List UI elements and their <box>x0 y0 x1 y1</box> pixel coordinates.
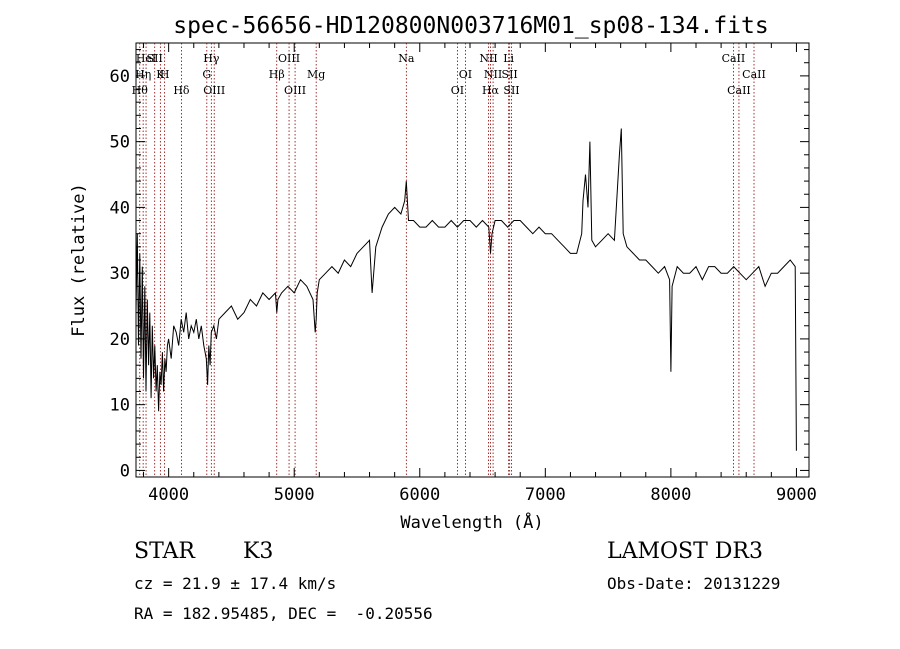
line-marker-label-12: OIII <box>284 84 306 97</box>
line-marker-label-19: NII <box>484 68 502 81</box>
chart-title: spec-56656-HD120800N003716M01_sp08-134.f… <box>173 13 768 39</box>
emission-line-markers <box>139 43 755 477</box>
y-tick-label-6: 60 <box>110 67 130 87</box>
y-tick-label-0: 0 <box>120 461 130 481</box>
line-marker-label-11: OIII <box>278 52 300 65</box>
line-marker-label-24: CaII <box>727 84 751 97</box>
emission-line-labels: HθHηHeISIIKHHδGHγOIIIHβOIIIOIIIMgNaOIOIN… <box>132 52 766 97</box>
line-marker-label-23: CaII <box>722 52 746 65</box>
coordinates-readout: RA = 182.95485, DEC = -0.20556 <box>134 604 433 623</box>
object-subclass: K3 <box>243 539 274 564</box>
line-marker-label-25: CaII <box>742 68 766 81</box>
line-marker-label-15: OI <box>451 84 464 97</box>
line-marker-label-5: H <box>160 68 170 81</box>
observation-date: Obs-Date: 20131229 <box>607 574 781 593</box>
y-tick-label-2: 20 <box>110 330 130 350</box>
line-marker-label-21: SII <box>502 68 518 81</box>
x-axis-label: Wavelength (Å) <box>400 511 543 533</box>
line-marker-label-2: HeI <box>136 52 156 65</box>
line-marker-label-10: Hβ <box>269 68 285 81</box>
line-marker-label-4: K <box>156 68 165 81</box>
y-tick-label-4: 40 <box>110 198 130 218</box>
line-marker-label-9: OIII <box>203 84 225 97</box>
y-tick-label-1: 10 <box>110 396 130 416</box>
x-tick-label-1: 5000 <box>274 485 315 505</box>
y-axis-label: Flux (relative) <box>69 183 89 337</box>
x-tick-label-0: 4000 <box>148 485 189 505</box>
y-tick-label-3: 30 <box>110 264 130 284</box>
line-marker-label-0: Hθ <box>132 84 149 97</box>
x-tick-label-5: 9000 <box>776 485 817 505</box>
line-marker-label-6: Hδ <box>173 84 190 97</box>
line-marker-label-14: Na <box>398 52 415 65</box>
line-marker-label-20: Li <box>503 52 514 65</box>
spectrum-line <box>135 128 797 451</box>
redshift-readout: cz = 21.9 ± 17.4 km/s <box>134 574 337 593</box>
y-axis-ticks: 0 10 20 30 40 50 60 <box>110 49 809 481</box>
line-marker-label-1: Hη <box>135 68 151 81</box>
x-tick-label-3: 7000 <box>525 485 566 505</box>
x-tick-label-4: 8000 <box>650 485 691 505</box>
line-marker-label-16: OI <box>459 68 472 81</box>
line-marker-label-22: SII <box>503 84 519 97</box>
line-marker-label-3: SII <box>147 52 163 65</box>
line-marker-label-7: G <box>202 68 211 81</box>
survey-name: LAMOST DR3 <box>607 539 763 564</box>
object-class: STAR <box>134 539 195 564</box>
line-marker-label-17: NII <box>479 52 497 65</box>
plot-frame <box>135 42 810 478</box>
x-tick-label-2: 6000 <box>399 485 440 505</box>
y-tick-label-5: 50 <box>110 133 130 153</box>
line-marker-label-13: Mg <box>307 68 325 81</box>
x-axis-ticks: 4000 5000 6000 7000 8000 9000 <box>143 43 817 505</box>
line-marker-label-18: Hα <box>482 84 500 97</box>
line-marker-label-8: Hγ <box>203 52 220 65</box>
